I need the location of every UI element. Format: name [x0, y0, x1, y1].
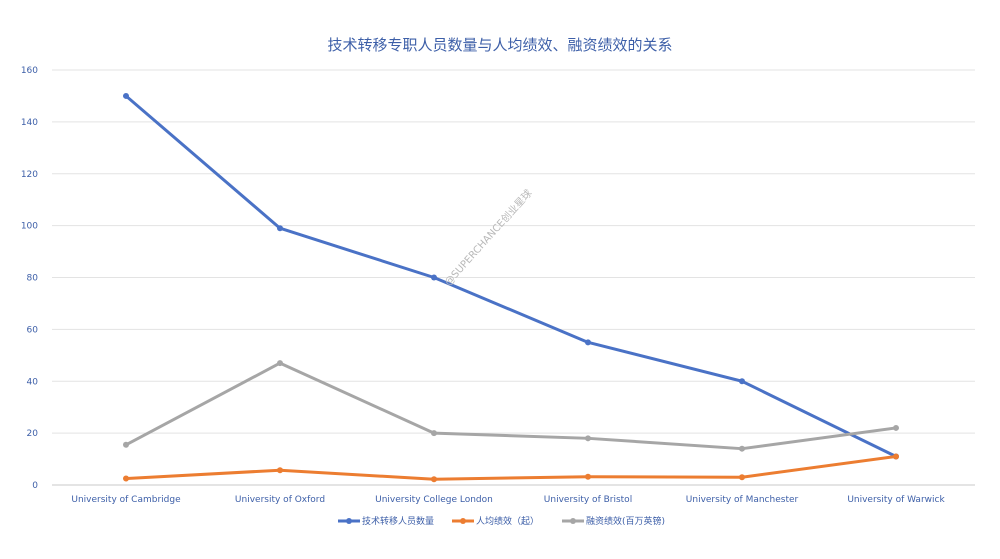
legend-label: 人均绩效（起）: [476, 515, 539, 527]
y-tick-label: 160: [21, 66, 38, 76]
data-point: [739, 378, 745, 385]
data-point: [739, 474, 745, 481]
y-tick-label: 80: [27, 274, 39, 284]
data-point: [431, 274, 437, 281]
y-tick-label: 100: [21, 222, 38, 232]
legend-marker: [346, 518, 352, 524]
x-tick-label: University of Cambridge: [71, 495, 181, 505]
y-tick-label: 140: [21, 118, 38, 128]
x-tick-label: University of Oxford: [235, 495, 325, 505]
data-point: [431, 476, 437, 483]
chart-title: 技术转移专职人员数量与人均绩效、融资绩效的关系: [327, 36, 673, 54]
series-line: [125, 454, 897, 481]
series-line: [125, 94, 897, 458]
legend-marker: [570, 518, 576, 524]
legend-marker: [460, 518, 466, 524]
data-point: [277, 360, 283, 367]
data-point: [893, 453, 899, 460]
y-tick-label: 0: [32, 481, 38, 491]
y-tick-label: 120: [21, 170, 38, 180]
data-point: [277, 467, 283, 474]
x-tick-label: University of Manchester: [686, 495, 799, 505]
y-tick-label: 40: [27, 377, 39, 387]
y-tick-label: 20: [27, 429, 39, 439]
x-tick-label: University of Bristol: [544, 495, 632, 505]
data-point: [431, 430, 437, 437]
series-line: [125, 361, 897, 451]
data-point: [739, 445, 745, 452]
legend-label: 融资绩效(百万英镑): [586, 515, 665, 527]
data-point: [585, 435, 591, 442]
data-point: [123, 441, 129, 448]
x-tick-label: University of Warwick: [847, 495, 945, 505]
legend-label: 技术转移人员数量: [362, 515, 434, 527]
data-point: [123, 475, 129, 482]
data-point: [585, 473, 591, 480]
data-point: [277, 225, 283, 232]
data-point: [893, 424, 899, 431]
y-tick-label: 60: [27, 325, 39, 335]
data-point: [585, 339, 591, 346]
data-point: [123, 92, 129, 99]
x-tick-label: University College London: [375, 495, 493, 505]
